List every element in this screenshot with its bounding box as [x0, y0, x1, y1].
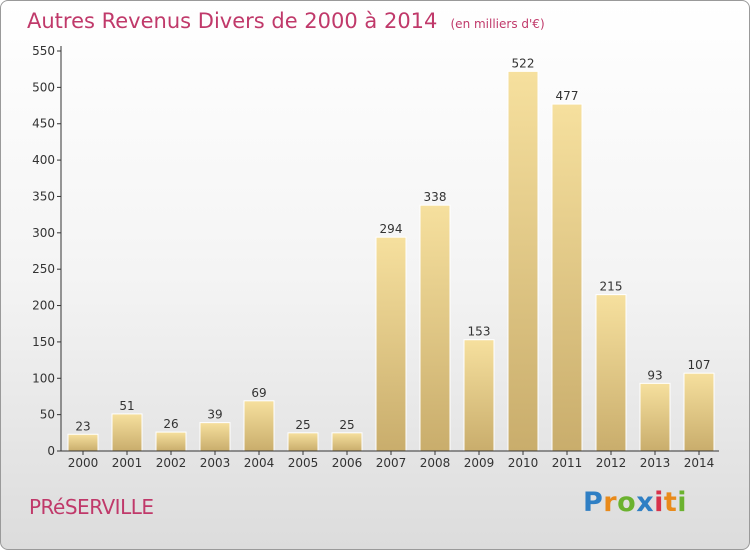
value-label-2009: 153 — [468, 325, 491, 339]
bar-2011 — [551, 103, 583, 452]
bar-2008 — [419, 204, 451, 452]
bar-2010 — [507, 70, 539, 452]
bar-2003 — [199, 422, 231, 452]
x-tick-label-2003: 2003 — [200, 456, 231, 470]
bar-2013 — [639, 382, 671, 452]
y-tick-label-250: 250 — [32, 262, 55, 276]
x-tick-label-2011: 2011 — [552, 456, 583, 470]
y-tick-label-100: 100 — [32, 371, 55, 385]
x-tick-label-2013: 2013 — [640, 456, 671, 470]
x-tick-label-2010: 2010 — [508, 456, 539, 470]
x-tick-label-2001: 2001 — [112, 456, 143, 470]
y-tick-label-500: 500 — [32, 80, 55, 94]
x-tick-label-2007: 2007 — [376, 456, 407, 470]
bar-2009 — [463, 339, 495, 452]
y-tick-label-0: 0 — [47, 444, 55, 458]
value-label-2012: 215 — [600, 280, 623, 294]
bar-2006 — [331, 432, 363, 452]
y-tick-label-400: 400 — [32, 153, 55, 167]
value-label-2013: 93 — [647, 368, 662, 382]
bar-2001 — [111, 413, 143, 452]
proxiti-logo[interactable]: Proxiti — [583, 487, 688, 518]
value-label-2011: 477 — [556, 89, 579, 103]
y-tick-label-350: 350 — [32, 189, 55, 203]
x-tick-label-2004: 2004 — [244, 456, 275, 470]
x-tick-label-2002: 2002 — [156, 456, 187, 470]
x-tick-label-2012: 2012 — [596, 456, 627, 470]
x-tick-label-2000: 2000 — [68, 456, 99, 470]
bar-2005 — [287, 432, 319, 452]
y-tick-label-150: 150 — [32, 335, 55, 349]
x-tick-label-2005: 2005 — [288, 456, 319, 470]
title-text: Autres Revenus Divers de 2000 à 2014 — [27, 9, 438, 33]
bar-2002 — [155, 431, 187, 452]
value-label-2005: 25 — [295, 418, 310, 432]
y-tick-label-50: 50 — [40, 408, 55, 422]
y-tick-label-300: 300 — [32, 226, 55, 240]
x-tick-label-2009: 2009 — [464, 456, 495, 470]
y-tick-label-450: 450 — [32, 117, 55, 131]
chart-title: Autres Revenus Divers de 2000 à 2014 (en… — [27, 9, 545, 33]
value-label-2000: 23 — [75, 419, 90, 433]
bar-2000 — [67, 433, 99, 452]
bar-2014 — [683, 372, 715, 452]
value-label-2001: 51 — [119, 399, 134, 413]
x-tick-label-2014: 2014 — [684, 456, 715, 470]
value-label-2008: 338 — [424, 190, 447, 204]
bar-2007 — [375, 236, 407, 452]
value-label-2004: 69 — [251, 386, 266, 400]
bar-2012 — [595, 294, 627, 452]
unit-note: (en milliers d'€) — [450, 17, 545, 31]
bar-2004 — [243, 400, 275, 452]
value-label-2002: 26 — [163, 417, 178, 431]
value-label-2003: 39 — [207, 408, 222, 422]
commune-name: PRéSERVILLE — [29, 495, 154, 519]
value-label-2014: 107 — [688, 358, 711, 372]
y-tick-label-550: 550 — [32, 44, 55, 58]
x-tick-label-2008: 2008 — [420, 456, 451, 470]
value-label-2007: 294 — [380, 222, 403, 236]
value-label-2010: 522 — [512, 56, 535, 70]
y-tick-label-200: 200 — [32, 299, 55, 313]
value-label-2006: 25 — [339, 418, 354, 432]
x-tick-label-2006: 2006 — [332, 456, 363, 470]
